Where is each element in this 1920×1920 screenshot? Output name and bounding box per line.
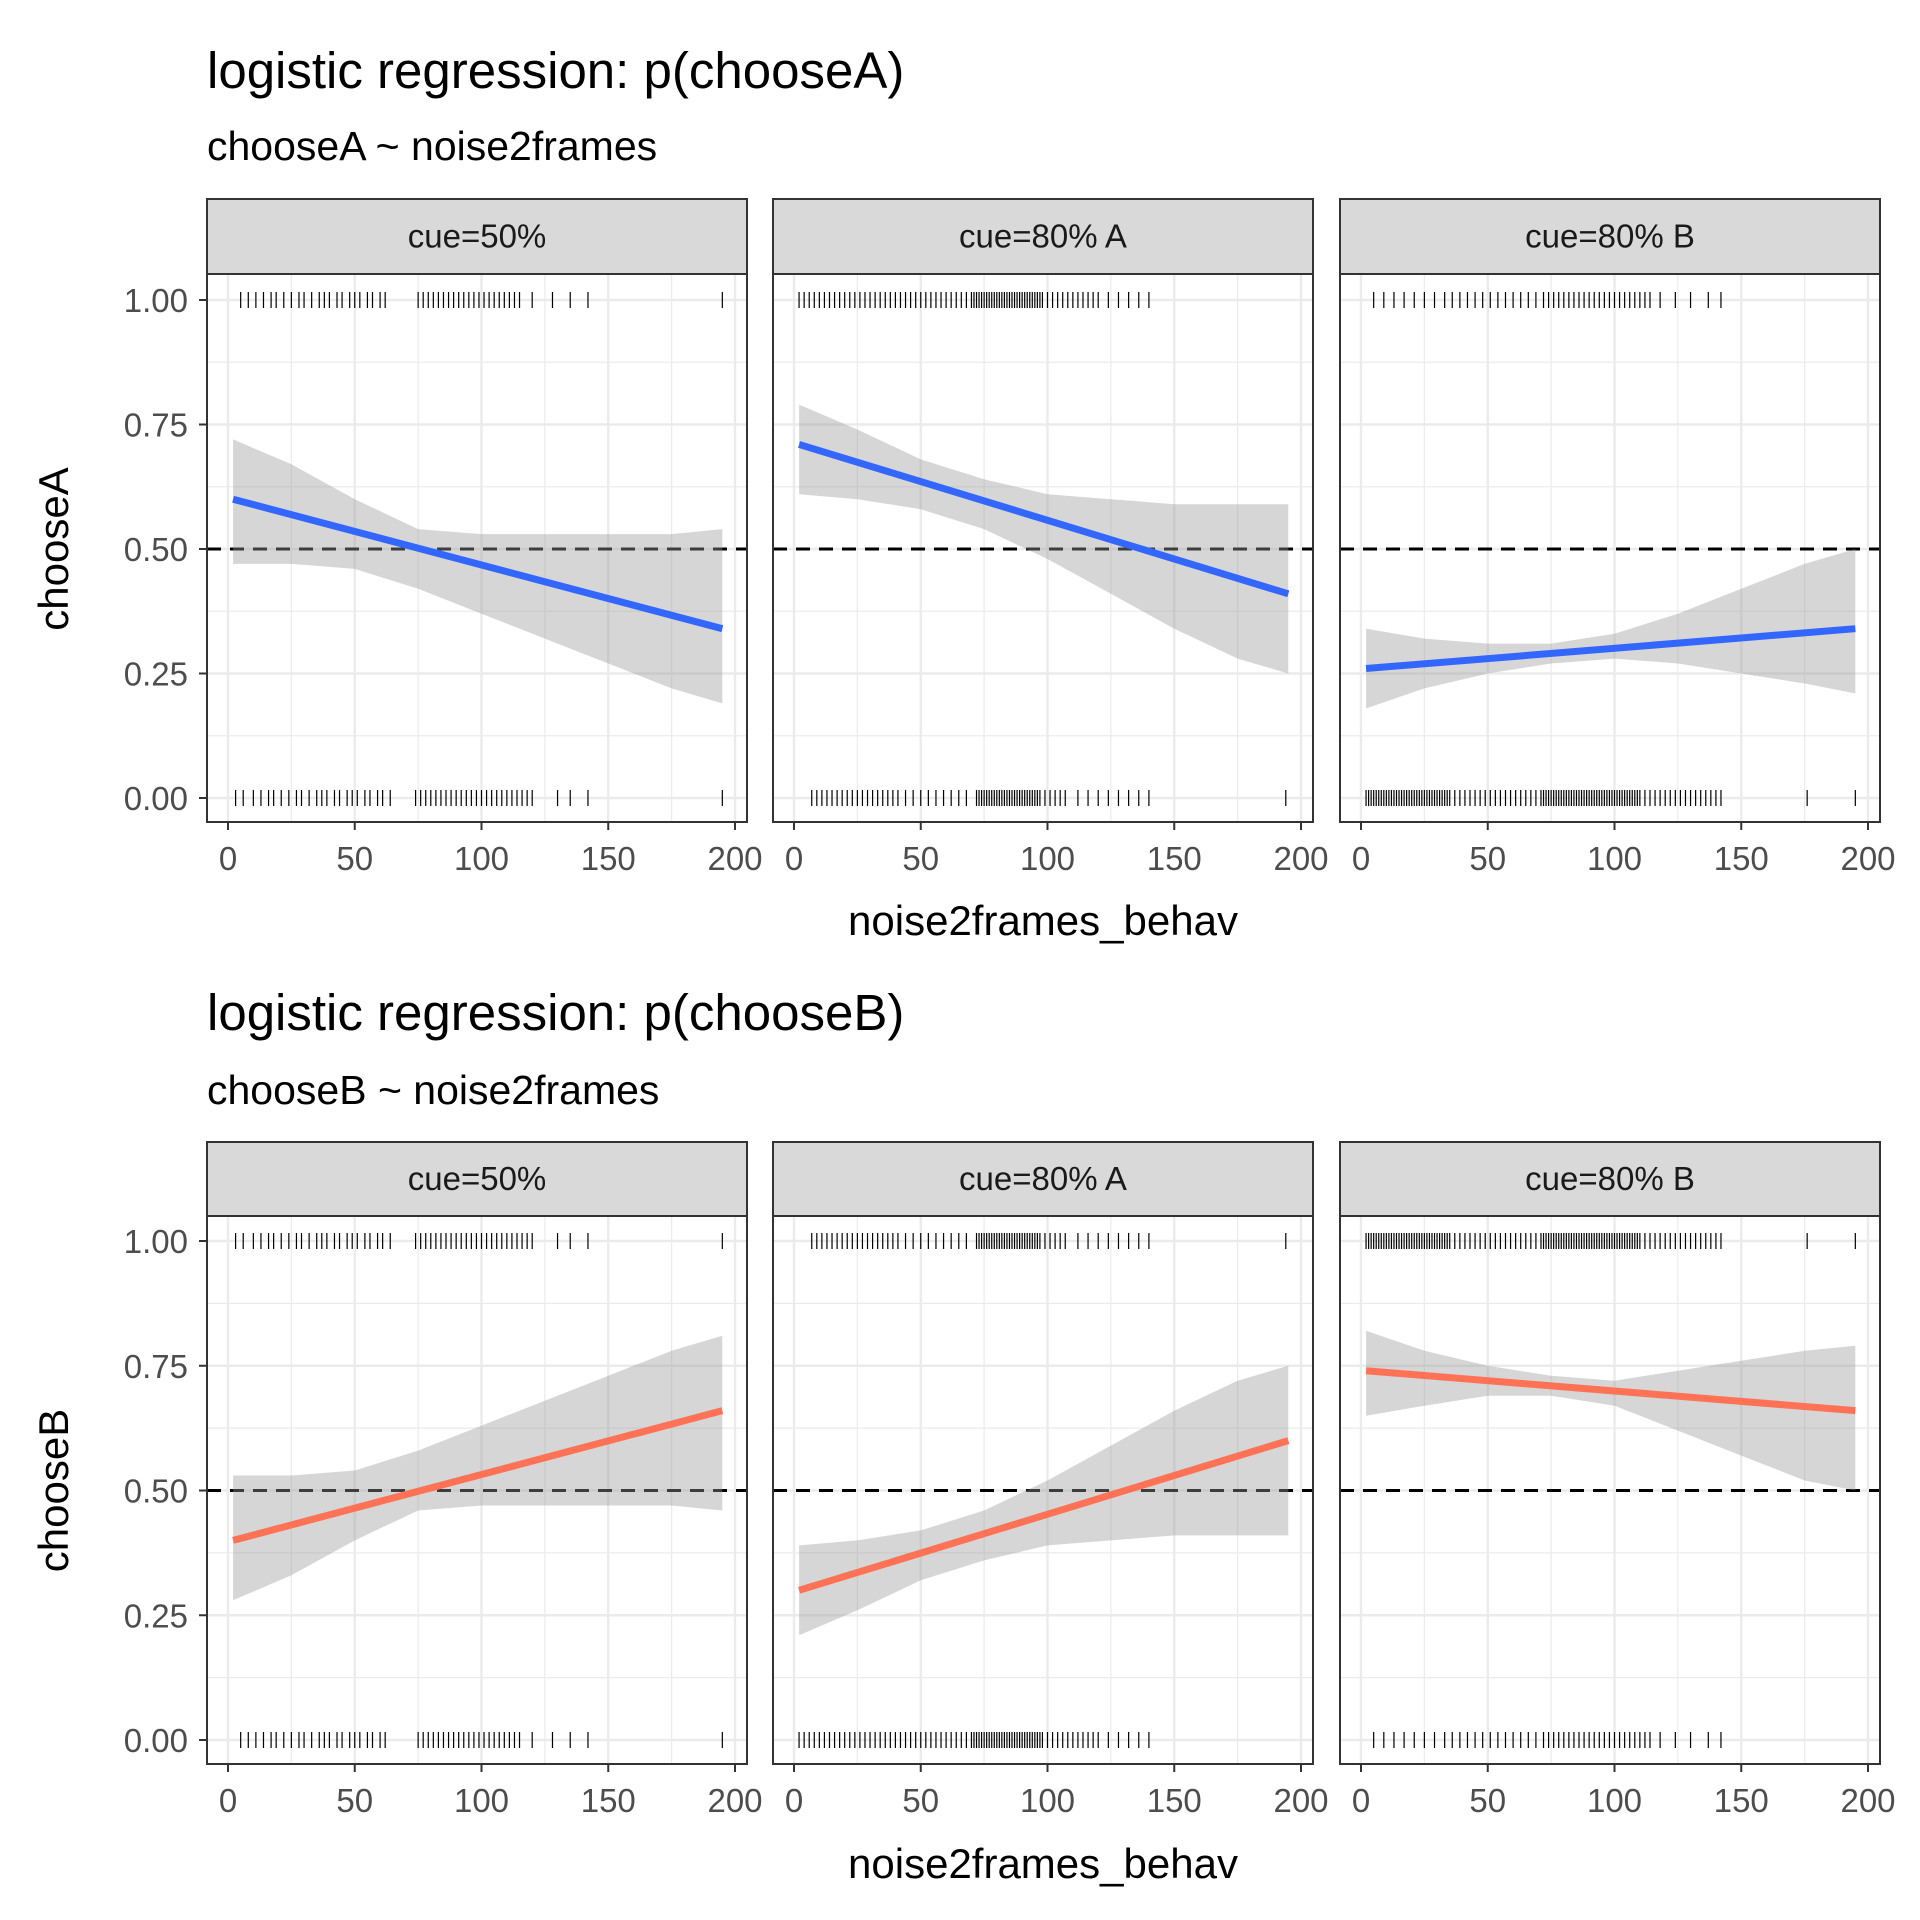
x-tick-label: 150 bbox=[1147, 1782, 1202, 1819]
confidence-band bbox=[799, 1365, 1289, 1636]
fit-line bbox=[1365, 625, 1856, 673]
panel-border bbox=[1339, 273, 1881, 823]
panel-border bbox=[1339, 1215, 1881, 1765]
panel-border bbox=[772, 273, 1314, 823]
facet-strip-label: cue=80% A bbox=[959, 1160, 1127, 1197]
fit-line bbox=[798, 1437, 1290, 1594]
facet-strip-label: cue=80% B bbox=[1525, 1160, 1695, 1197]
x-tick-label: 0 bbox=[219, 840, 237, 877]
confidence-band bbox=[1366, 1330, 1856, 1491]
y-axis-title: chooseA bbox=[30, 467, 77, 630]
facet-panel: cue=80% A 0 50 100 150 200 bbox=[772, 1141, 1329, 1819]
y-tick-label: 0.00 bbox=[124, 780, 188, 817]
panel-border bbox=[772, 1215, 1314, 1765]
x-tick-label: 200 bbox=[1840, 840, 1895, 877]
facet-panel: cue=50% 0 50 100 150 200 bbox=[206, 198, 763, 877]
fit-line bbox=[798, 441, 1290, 598]
fit-line bbox=[232, 495, 724, 633]
y-tick-label: 0.25 bbox=[124, 1597, 188, 1634]
y-tick-label: 1.00 bbox=[124, 282, 188, 319]
y-tick-label: 0.00 bbox=[124, 1722, 188, 1759]
x-tick-label: 200 bbox=[1840, 1782, 1895, 1819]
x-tick-label: 100 bbox=[1020, 840, 1075, 877]
x-axis-title: noise2frames_behav bbox=[848, 897, 1238, 944]
facet-strip bbox=[206, 198, 748, 275]
confidence-band bbox=[233, 1335, 723, 1601]
facet-strip-label: cue=80% B bbox=[1525, 218, 1695, 255]
x-tick-label: 200 bbox=[1273, 840, 1328, 877]
x-tick-label: 50 bbox=[1469, 840, 1506, 877]
confidence-band bbox=[233, 439, 723, 704]
y-tick-label: 0.75 bbox=[124, 407, 188, 444]
y-tick-label: 0.50 bbox=[124, 1473, 188, 1510]
x-tick-label: 150 bbox=[1147, 840, 1202, 877]
x-tick-label: 50 bbox=[336, 840, 373, 877]
y-tick-label: 0.25 bbox=[124, 656, 188, 693]
x-tick-label: 50 bbox=[902, 840, 939, 877]
chart-1: logistic regression: p(chooseA) chooseA ~… bbox=[30, 42, 1896, 944]
chart-2: logistic regression: p(chooseB) chooseB ~… bbox=[30, 984, 1896, 1887]
facet-strip-label: cue=50% bbox=[408, 1160, 547, 1197]
x-tick-label: 150 bbox=[1714, 840, 1769, 877]
x-tick-label: 100 bbox=[454, 840, 509, 877]
x-tick-label: 200 bbox=[707, 1782, 762, 1819]
x-tick-label: 0 bbox=[785, 1782, 803, 1819]
y-axis-title: chooseB bbox=[30, 1409, 77, 1572]
facet-strip bbox=[1339, 1141, 1881, 1217]
facet-strip-label: cue=50% bbox=[408, 218, 547, 255]
chart-title: logistic regression: p(chooseA) bbox=[207, 42, 904, 99]
fit-line bbox=[1365, 1367, 1856, 1415]
facet-strip bbox=[772, 198, 1314, 275]
fit-line bbox=[232, 1407, 724, 1544]
x-tick-label: 0 bbox=[1352, 1782, 1370, 1819]
x-tick-label: 100 bbox=[1587, 840, 1642, 877]
facet-panel: cue=80% A 0 50 100 150 200 bbox=[772, 198, 1329, 877]
confidence-band bbox=[1366, 549, 1856, 709]
y-tick-label: 0.50 bbox=[124, 531, 188, 568]
x-tick-label: 100 bbox=[454, 1782, 509, 1819]
x-tick-label: 50 bbox=[902, 1782, 939, 1819]
x-tick-label: 100 bbox=[1020, 1782, 1075, 1819]
chart-subtitle: chooseB ~ noise2frames bbox=[207, 1067, 659, 1113]
x-tick-label: 200 bbox=[1273, 1782, 1328, 1819]
x-tick-label: 200 bbox=[707, 840, 762, 877]
facet-strip-label: cue=80% A bbox=[959, 218, 1127, 255]
x-tick-label: 0 bbox=[785, 840, 803, 877]
facet-panel: cue=80% B 0 50 100 150 200 bbox=[1339, 198, 1896, 877]
x-tick-label: 150 bbox=[581, 1782, 636, 1819]
facet-strip bbox=[1339, 198, 1881, 275]
y-tick-label: 0.75 bbox=[124, 1348, 188, 1385]
confidence-band bbox=[799, 404, 1289, 674]
chart-title: logistic regression: p(chooseB) bbox=[207, 984, 904, 1041]
x-tick-label: 150 bbox=[581, 840, 636, 877]
chart-subtitle: chooseA ~ noise2frames bbox=[207, 123, 657, 169]
x-tick-label: 0 bbox=[219, 1782, 237, 1819]
x-tick-label: 50 bbox=[1469, 1782, 1506, 1819]
facet-panel: cue=50% 0 50 100 150 200 bbox=[206, 1141, 763, 1819]
x-tick-label: 0 bbox=[1352, 840, 1370, 877]
y-tick-label: 1.00 bbox=[124, 1223, 188, 1260]
x-tick-label: 150 bbox=[1714, 1782, 1769, 1819]
facet-strip bbox=[206, 1141, 748, 1217]
x-axis-title: noise2frames_behav bbox=[848, 1840, 1238, 1887]
facet-strip bbox=[772, 1141, 1314, 1217]
x-tick-label: 50 bbox=[336, 1782, 373, 1819]
x-tick-label: 100 bbox=[1587, 1782, 1642, 1819]
facet-panel: cue=80% B 0 50 100 150 200 bbox=[1339, 1141, 1896, 1819]
